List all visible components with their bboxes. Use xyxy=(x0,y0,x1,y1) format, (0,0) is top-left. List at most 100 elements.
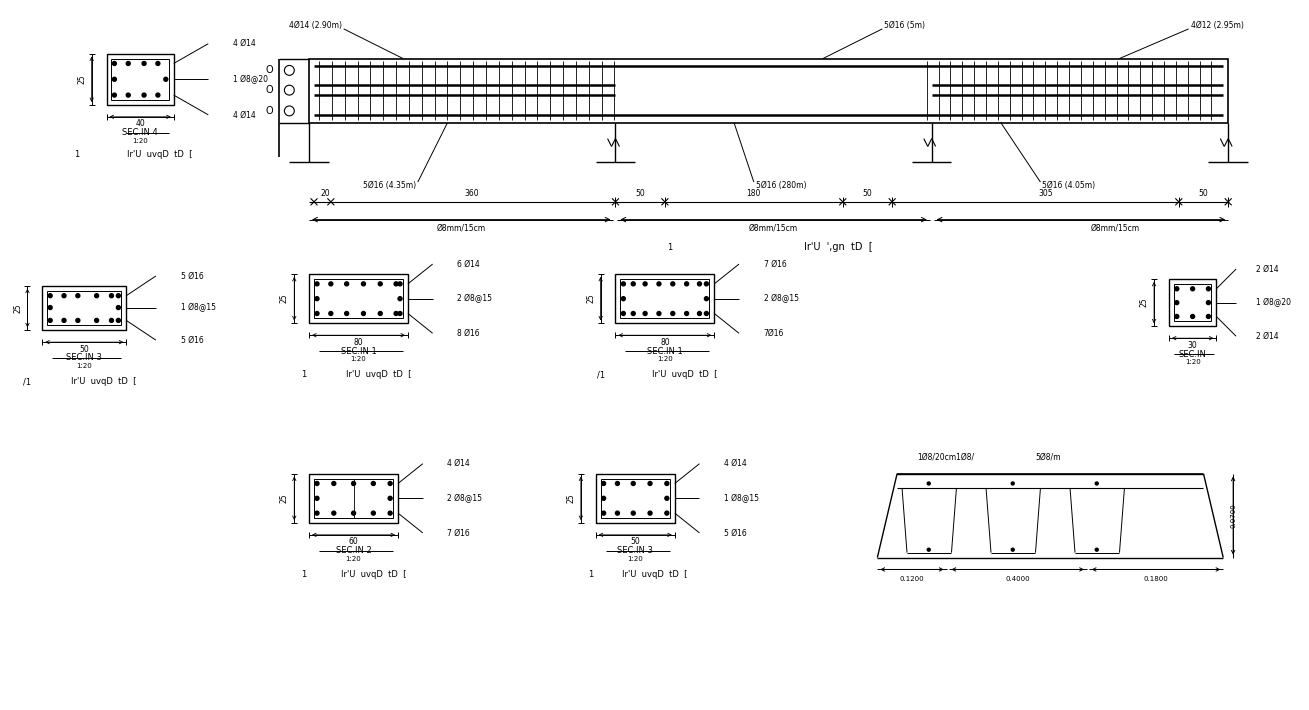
Circle shape xyxy=(389,481,393,486)
Text: 1: 1 xyxy=(301,570,306,579)
Text: Ø8mm/15cm: Ø8mm/15cm xyxy=(437,223,486,232)
Text: 5 Ø16: 5 Ø16 xyxy=(181,271,203,280)
Circle shape xyxy=(1174,300,1179,305)
Circle shape xyxy=(110,318,114,322)
Circle shape xyxy=(62,294,65,297)
Text: 1Ø8/20cm1Ø8/: 1Ø8/20cm1Ø8/ xyxy=(916,452,974,462)
Circle shape xyxy=(76,294,80,297)
Text: 180: 180 xyxy=(746,190,761,198)
Circle shape xyxy=(372,481,376,486)
Text: 50: 50 xyxy=(863,190,872,198)
Circle shape xyxy=(113,77,117,81)
Text: 30: 30 xyxy=(1187,341,1198,349)
Circle shape xyxy=(332,511,336,515)
Text: O: O xyxy=(266,85,274,95)
Circle shape xyxy=(48,305,52,310)
Circle shape xyxy=(117,318,120,322)
Circle shape xyxy=(329,282,332,286)
Text: 50: 50 xyxy=(1199,190,1208,198)
Text: 0.0700: 0.0700 xyxy=(1230,503,1236,528)
Circle shape xyxy=(110,294,114,297)
Bar xyxy=(596,474,674,523)
Bar xyxy=(615,274,715,323)
Circle shape xyxy=(48,318,52,322)
Circle shape xyxy=(622,282,626,286)
Bar xyxy=(1174,284,1211,322)
Circle shape xyxy=(1191,315,1195,318)
Text: 40: 40 xyxy=(135,119,145,129)
Bar xyxy=(106,53,174,105)
Text: 25: 25 xyxy=(77,75,86,84)
Text: SEC.IN 3: SEC.IN 3 xyxy=(67,354,102,363)
Bar xyxy=(111,58,169,100)
Text: 25: 25 xyxy=(13,303,22,313)
Text: 1 Ø8@15: 1 Ø8@15 xyxy=(181,303,216,312)
Text: 2 Ø14: 2 Ø14 xyxy=(1255,332,1279,341)
Circle shape xyxy=(602,511,606,515)
Circle shape xyxy=(1096,482,1098,485)
Text: 25: 25 xyxy=(280,493,289,503)
Bar xyxy=(309,58,1228,123)
Text: /1: /1 xyxy=(597,371,605,379)
Bar xyxy=(42,286,126,330)
Circle shape xyxy=(685,312,689,315)
Text: 5Ø8/m: 5Ø8/m xyxy=(1035,452,1062,462)
Text: 5Ø16 (5m): 5Ø16 (5m) xyxy=(885,21,925,31)
Bar xyxy=(47,291,122,325)
Text: 7 Ø16: 7 Ø16 xyxy=(448,528,470,537)
Text: 2 Ø14: 2 Ø14 xyxy=(1255,265,1279,273)
Circle shape xyxy=(164,77,168,81)
Circle shape xyxy=(704,312,708,315)
Circle shape xyxy=(1191,287,1195,291)
Circle shape xyxy=(394,282,398,286)
Circle shape xyxy=(344,312,348,315)
Text: 4Ø12 (2.95m): 4Ø12 (2.95m) xyxy=(1191,21,1244,31)
Circle shape xyxy=(631,312,635,315)
Text: 1: 1 xyxy=(588,570,593,579)
Text: 50: 50 xyxy=(631,537,640,546)
Text: 1:20: 1:20 xyxy=(76,363,92,369)
Bar xyxy=(1169,279,1216,327)
Circle shape xyxy=(631,481,635,486)
Circle shape xyxy=(1174,287,1179,291)
Bar xyxy=(314,479,393,518)
Text: 50: 50 xyxy=(80,344,89,354)
Text: O: O xyxy=(266,106,274,116)
Text: 2 Ø8@15: 2 Ø8@15 xyxy=(457,294,492,303)
Circle shape xyxy=(361,312,365,315)
Circle shape xyxy=(615,481,619,486)
Circle shape xyxy=(315,496,319,501)
Text: 1: 1 xyxy=(301,371,306,379)
Text: 1:20: 1:20 xyxy=(346,556,361,562)
Text: 0.1800: 0.1800 xyxy=(1144,577,1169,582)
Bar xyxy=(309,274,408,323)
Text: 25: 25 xyxy=(1140,297,1149,307)
Circle shape xyxy=(631,511,635,515)
Circle shape xyxy=(1207,287,1211,291)
Text: SEC.IN: SEC.IN xyxy=(1178,349,1207,359)
Circle shape xyxy=(113,62,117,65)
Text: 25: 25 xyxy=(567,493,576,503)
Text: 5 Ø16: 5 Ø16 xyxy=(724,528,747,537)
Text: Ø8mm/15cm: Ø8mm/15cm xyxy=(1090,223,1140,232)
Text: Ir'U  uvqD  tD  [: Ir'U uvqD tD [ xyxy=(652,371,717,379)
Circle shape xyxy=(670,282,674,286)
Circle shape xyxy=(648,511,652,515)
Circle shape xyxy=(143,62,147,65)
Circle shape xyxy=(657,282,661,286)
Text: 25: 25 xyxy=(280,294,289,303)
Circle shape xyxy=(315,297,319,300)
Text: Ir'U  uvqD  tD  [: Ir'U uvqD tD [ xyxy=(127,150,192,159)
Text: Ir'U  ',gn  tD  [: Ir'U ',gn tD [ xyxy=(804,242,872,252)
Text: O: O xyxy=(266,65,274,75)
Circle shape xyxy=(1207,300,1211,305)
Text: 1: 1 xyxy=(75,150,80,159)
Circle shape xyxy=(704,282,708,286)
Circle shape xyxy=(398,312,402,315)
Bar xyxy=(309,474,398,523)
Circle shape xyxy=(927,548,931,551)
Text: 25: 25 xyxy=(586,294,596,303)
Text: 4Ø14 (2.90m): 4Ø14 (2.90m) xyxy=(289,21,342,31)
Circle shape xyxy=(315,312,319,315)
Circle shape xyxy=(1174,315,1179,318)
